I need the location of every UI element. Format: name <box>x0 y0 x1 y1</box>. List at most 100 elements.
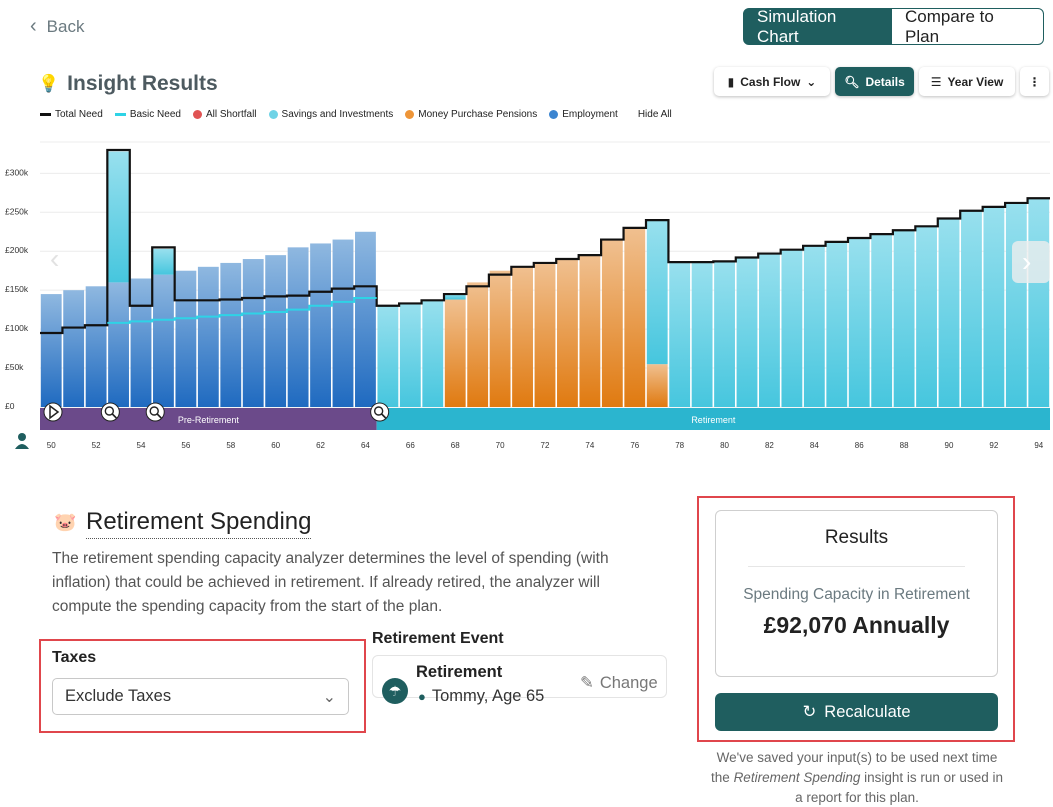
bar-employment <box>153 274 174 407</box>
x-tick-label: 78 <box>675 441 684 450</box>
bar-employment <box>355 231 376 407</box>
recalculate-button[interactable]: ↻ Recalculate <box>715 693 998 731</box>
x-tick-label: 66 <box>406 441 415 450</box>
chart-next-arrow[interactable]: › <box>1012 241 1050 283</box>
zoom-event-icon[interactable] <box>145 402 165 422</box>
legend-item-savings[interactable]: Savings and Investments <box>268 109 393 120</box>
x-tick-label: 76 <box>630 441 639 450</box>
event-marker <box>145 402 165 422</box>
details-button[interactable]: 🔍︎ Details <box>835 67 914 96</box>
legend-swatch <box>268 110 278 119</box>
legend-swatch <box>405 110 415 119</box>
cash-flow-chart: £0 £50k £100k £150k £200k £250k £300k Pre-Reti… <box>5 141 1051 450</box>
legend-item-pensions[interactable]: Money Purchase Pensions <box>405 109 537 120</box>
legend-item-basic-need[interactable]: Basic Need <box>114 109 181 120</box>
event-person: ● Tommy, Age 65 <box>418 687 544 706</box>
bar-savings-and-investments <box>848 238 870 407</box>
bar-money-purchase-pensions <box>444 299 466 407</box>
x-tick-label: 84 <box>810 441 819 450</box>
bar-employment <box>310 243 331 407</box>
change-event-button[interactable]: ✎ Change <box>580 673 658 693</box>
x-tick-label: 54 <box>137 441 146 450</box>
y-tick-label: £200k <box>5 245 29 255</box>
bar-money-purchase-pensions <box>557 259 578 407</box>
legend-label: All Shortfall <box>205 109 257 120</box>
legend-swatch <box>114 113 126 116</box>
bar-money-purchase-pensions <box>489 270 511 407</box>
magnifier-icon <box>104 406 115 416</box>
x-tick-label: 50 <box>47 441 56 450</box>
legend-label: Basic Need <box>129 109 181 120</box>
play-event-icon[interactable] <box>43 402 63 422</box>
bar-savings-and-investments <box>983 206 1005 407</box>
x-tick-label: 64 <box>361 441 370 450</box>
compare-to-plan-tab[interactable]: Compare to Plan <box>892 7 1044 46</box>
x-tick-label: 60 <box>271 441 280 450</box>
bar-savings-and-investments <box>893 230 915 407</box>
x-tick-label: 52 <box>92 441 101 450</box>
bar-savings-and-investments <box>714 261 735 407</box>
bar-employment <box>108 282 129 407</box>
chart-legend: Total Need Basic Need All Shortfall Savi… <box>40 109 672 120</box>
bar-savings-and-investments <box>691 262 713 407</box>
bar-savings-and-investments <box>826 241 848 407</box>
year-view-label: Year View <box>947 74 1004 89</box>
person-icon <box>18 433 26 441</box>
legend-swatch <box>40 113 51 116</box>
bar-savings-and-investments <box>938 218 960 407</box>
saved-note-part: insight is run or used in a report for t… <box>795 770 1003 805</box>
taxes-value: Exclude Taxes <box>65 687 172 705</box>
total-need-line <box>40 148 1050 335</box>
bar-savings-and-investments <box>961 210 982 407</box>
legend-label: Hide All <box>637 109 672 120</box>
bar-employment <box>63 290 85 407</box>
magnifier-handle <box>381 413 387 419</box>
more-options-button[interactable]: ⋮ <box>1020 67 1049 96</box>
bar-chart-icon: ▮ <box>727 74 735 89</box>
zoom-event-icon[interactable] <box>370 402 390 422</box>
magnifier-icon <box>149 406 159 416</box>
year-view-button[interactable]: ☰ Year View <box>919 67 1015 96</box>
legend-swatch <box>192 110 202 119</box>
legend-item-total-need[interactable]: Total Need <box>40 109 103 120</box>
bar-employment <box>40 294 62 407</box>
simulation-chart-tab[interactable]: Simulation Chart <box>743 7 892 46</box>
back-label: Back <box>46 16 85 36</box>
x-tick-label: 94 <box>1034 441 1043 450</box>
legend-item-employment[interactable]: Employment <box>549 109 618 120</box>
back-link[interactable]: ‹ Back <box>30 15 84 38</box>
x-tick-label: 68 <box>451 441 460 450</box>
insight-title-text: Insight Results <box>67 72 218 95</box>
zoom-event-icon[interactable] <box>100 402 120 422</box>
phase-label: Retirement <box>691 415 736 425</box>
y-tick-label: £250k <box>5 206 29 216</box>
taxes-select[interactable]: Exclude Taxes ⌄ <box>52 678 349 715</box>
chart-prev-arrow[interactable]: ‹ <box>50 243 59 274</box>
pencil-icon: ✎ <box>580 674 594 692</box>
cash-flow-dropdown[interactable]: ▮ Cash Flow ⌄ <box>714 67 830 96</box>
details-label: Details <box>865 74 905 89</box>
event-name: Retirement <box>416 663 503 681</box>
bar-employment <box>265 255 287 407</box>
legend-hide-all[interactable]: Hide All <box>638 109 672 120</box>
x-tick-label: 86 <box>855 441 864 450</box>
section-description: The retirement spending capacity analyze… <box>52 550 609 615</box>
bar-employment <box>197 266 219 407</box>
results-highlight <box>697 496 1015 742</box>
bar-savings-and-investments <box>669 262 691 407</box>
bar-money-purchase-pensions <box>467 282 489 407</box>
svg-text:›: › <box>1022 246 1031 277</box>
event-marker <box>100 402 120 422</box>
bar-money-purchase-pensions <box>512 266 533 407</box>
x-tick-label: 72 <box>541 441 550 450</box>
legend-label: Total Need <box>55 109 103 120</box>
bar-savings-and-investments <box>422 300 444 407</box>
magnifier-icon: 🔍︎ <box>844 74 860 89</box>
legend-item-all-shortfall[interactable]: All Shortfall <box>192 109 257 120</box>
x-tick-label: 58 <box>226 441 235 450</box>
bar-savings-and-investments <box>153 248 174 275</box>
y-tick-label: £0 <box>5 401 15 411</box>
bar-savings-and-investments <box>1005 202 1027 407</box>
bar-savings-and-investments <box>646 220 668 365</box>
lightbulb-icon: 💡 <box>38 74 60 93</box>
